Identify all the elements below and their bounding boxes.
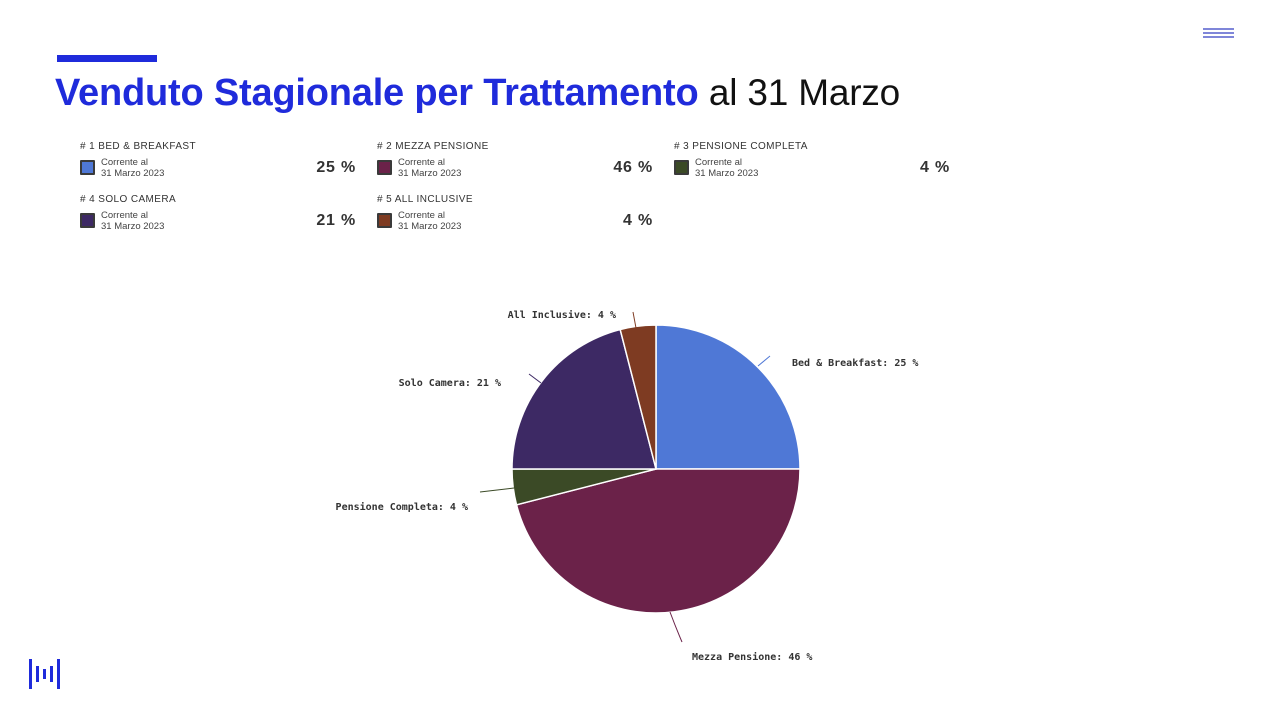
legend-sublabel-line2: 31 Marzo 2023 [398, 221, 462, 232]
legend-sublabel-line1: Corrente al [398, 210, 445, 221]
legend-sublabel: Corrente al 31 Marzo 2023 [101, 210, 164, 232]
legend-sublabel-line2: 31 Marzo 2023 [398, 168, 462, 179]
pie-leader-line-1 [669, 611, 683, 643]
legend-item-solo-camera: # 4 SOLO CAMERA Corrente al 31 Marzo 2023… [80, 194, 370, 240]
legend-value: 46 % [613, 159, 653, 176]
legend-heading: # 1 BED & BREAKFAST [80, 141, 196, 152]
legend-sublabel-line2: 31 Marzo 2023 [101, 221, 165, 232]
page-title-bold: Venduto Stagionale per Trattamento [55, 72, 699, 114]
legend-sublabel: Corrente al 31 Marzo 2023 [695, 157, 758, 179]
legend-sublabel: Corrente al 31 Marzo 2023 [398, 210, 461, 232]
pie-label-4: All Inclusive: 4 % [508, 309, 616, 321]
legend-swatch [377, 213, 392, 228]
legend-swatch [80, 160, 95, 175]
pie-leader-line-2 [479, 487, 515, 493]
legend-heading: # 5 ALL INCLUSIVE [377, 194, 473, 205]
legend-item-bed-breakfast: # 1 BED & BREAKFAST Corrente al 31 Marzo … [80, 141, 370, 187]
legend-sublabel-line1: Corrente al [695, 157, 742, 168]
hamburger-menu-icon[interactable] [1203, 28, 1234, 40]
legend-item-mezza-pensione: # 2 MEZZA PENSIONE Corrente al 31 Marzo 2… [377, 141, 667, 187]
brand-logo-icon [29, 659, 60, 689]
legend-heading: # 2 MEZZA PENSIONE [377, 141, 489, 152]
legend-heading: # 4 SOLO CAMERA [80, 194, 177, 205]
legend-sublabel: Corrente al 31 Marzo 2023 [101, 157, 164, 179]
pie-slice-0[interactable] [655, 324, 801, 470]
legend-sublabel-line1: Corrente al [398, 157, 445, 168]
pie-label-2: Pensione Completa: 4 % [336, 501, 468, 513]
legend-item-all-inclusive: # 5 ALL INCLUSIVE Corrente al 31 Marzo 20… [377, 194, 667, 240]
legend-sublabel-line1: Corrente al [101, 210, 148, 221]
page-title-rest: al 31 Marzo [708, 72, 901, 113]
legend-value: 4 % [623, 212, 653, 229]
pie-leader-line-3 [528, 373, 542, 384]
legend-sublabel-line1: Corrente al [101, 157, 148, 168]
legend-swatch [674, 160, 689, 175]
legend-sublabel-line2: 31 Marzo 2023 [695, 168, 759, 179]
pie-leader-line-0 [757, 355, 771, 367]
pie-label-3: Solo Camera: 21 % [399, 378, 501, 389]
legend-heading: # 3 PENSIONE COMPLETA [674, 141, 808, 152]
page-title: Venduto Stagionale per Trattamento al 31… [55, 70, 900, 116]
pie-label-1: Mezza Pensione: 46 % [692, 651, 812, 663]
pie-slice-4[interactable] [619, 324, 657, 470]
pie-slices [511, 324, 801, 614]
legend-sublabel-line2: 31 Marzo 2023 [101, 168, 165, 179]
legend-value: 4 % [920, 159, 950, 176]
pie-leader-line-4 [632, 311, 637, 329]
title-accent-bar [57, 55, 157, 62]
legend-swatch [377, 160, 392, 175]
pie-slice-1[interactable] [515, 468, 801, 614]
legend-sublabel: Corrente al 31 Marzo 2023 [398, 157, 461, 179]
legend-item-pensione-completa: # 3 PENSIONE COMPLETA Corrente al 31 Marz… [674, 141, 964, 187]
legend-value: 21 % [316, 212, 356, 229]
pie-leader-lines [479, 311, 771, 643]
legend-swatch [80, 213, 95, 228]
pie-label-0: Bed & Breakfast: 25 % [792, 358, 918, 369]
pie-labels: Bed & Breakfast: 25 % Mezza Pensione: 46 … [336, 309, 919, 663]
legend-value: 25 % [316, 159, 356, 176]
pie-slice-3[interactable] [511, 328, 657, 470]
